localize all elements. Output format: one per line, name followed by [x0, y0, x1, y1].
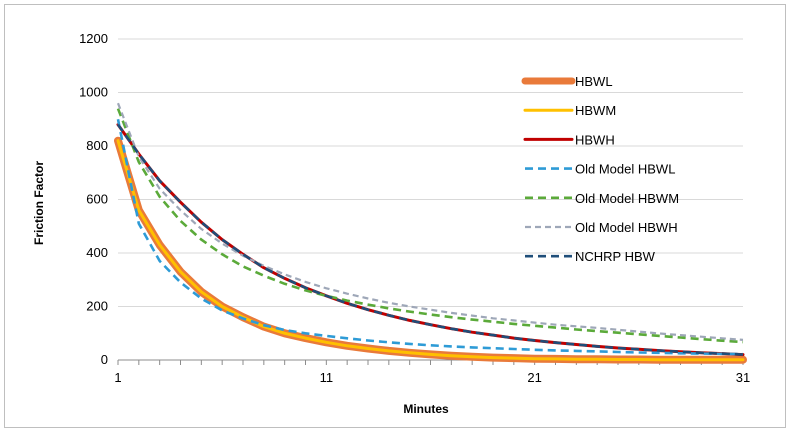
- legend-label: HBWH: [575, 132, 615, 147]
- y-axis-title: Friction Factor: [32, 161, 46, 245]
- legend-label: HBWL: [575, 74, 613, 89]
- x-tick-label: 21: [527, 370, 541, 385]
- legend-item: Old Model HBWM: [525, 191, 679, 206]
- chart-frame: 0 200 400 600 800 1000 1200 1 11 21 31 HBWL HBWM HBW…: [4, 4, 786, 428]
- x-tick-label: 31: [736, 370, 750, 385]
- legend-label: Old Model HBWL: [575, 162, 675, 177]
- legend-item: HBWM: [523, 103, 616, 118]
- x-tick-label: 11: [320, 370, 334, 385]
- y-tick-label: 1000: [79, 85, 108, 100]
- legend-item: Old Model HBWL: [525, 162, 675, 177]
- legend-label: HBWM: [575, 103, 616, 118]
- series-line-old-model-hbwm: [116, 108, 744, 344]
- x-axis-title: Minutes: [403, 402, 449, 416]
- y-tick-label: 800: [86, 138, 108, 153]
- series-line-old-model-hbwl: [116, 119, 744, 356]
- y-tick-label: 200: [86, 299, 108, 314]
- legend-item: HBWH: [523, 132, 615, 147]
- series-line-hbwh: [116, 123, 745, 357]
- y-tick-label: 0: [101, 352, 108, 367]
- legend-item: HBWL: [521, 74, 613, 89]
- x-tick-label: 1: [114, 370, 121, 385]
- series-lines: [114, 102, 747, 364]
- legend: HBWL HBWM HBWH Old Model HBWL Old Model HBWM…: [521, 74, 679, 264]
- legend-label: Old Model HBWH: [575, 220, 678, 235]
- legend-item: NCHRP HBW: [525, 249, 656, 264]
- series-line-nchrp-hbw: [116, 123, 744, 356]
- y-tick-label: 400: [86, 245, 108, 260]
- y-tick-label: 1200: [79, 31, 108, 46]
- series-line-hbwm: [116, 139, 745, 362]
- legend-label: Old Model HBWM: [575, 191, 679, 206]
- y-tick-label: 600: [86, 192, 108, 207]
- legend-item: Old Model HBWH: [525, 220, 678, 235]
- legend-label: NCHRP HBW: [575, 249, 656, 264]
